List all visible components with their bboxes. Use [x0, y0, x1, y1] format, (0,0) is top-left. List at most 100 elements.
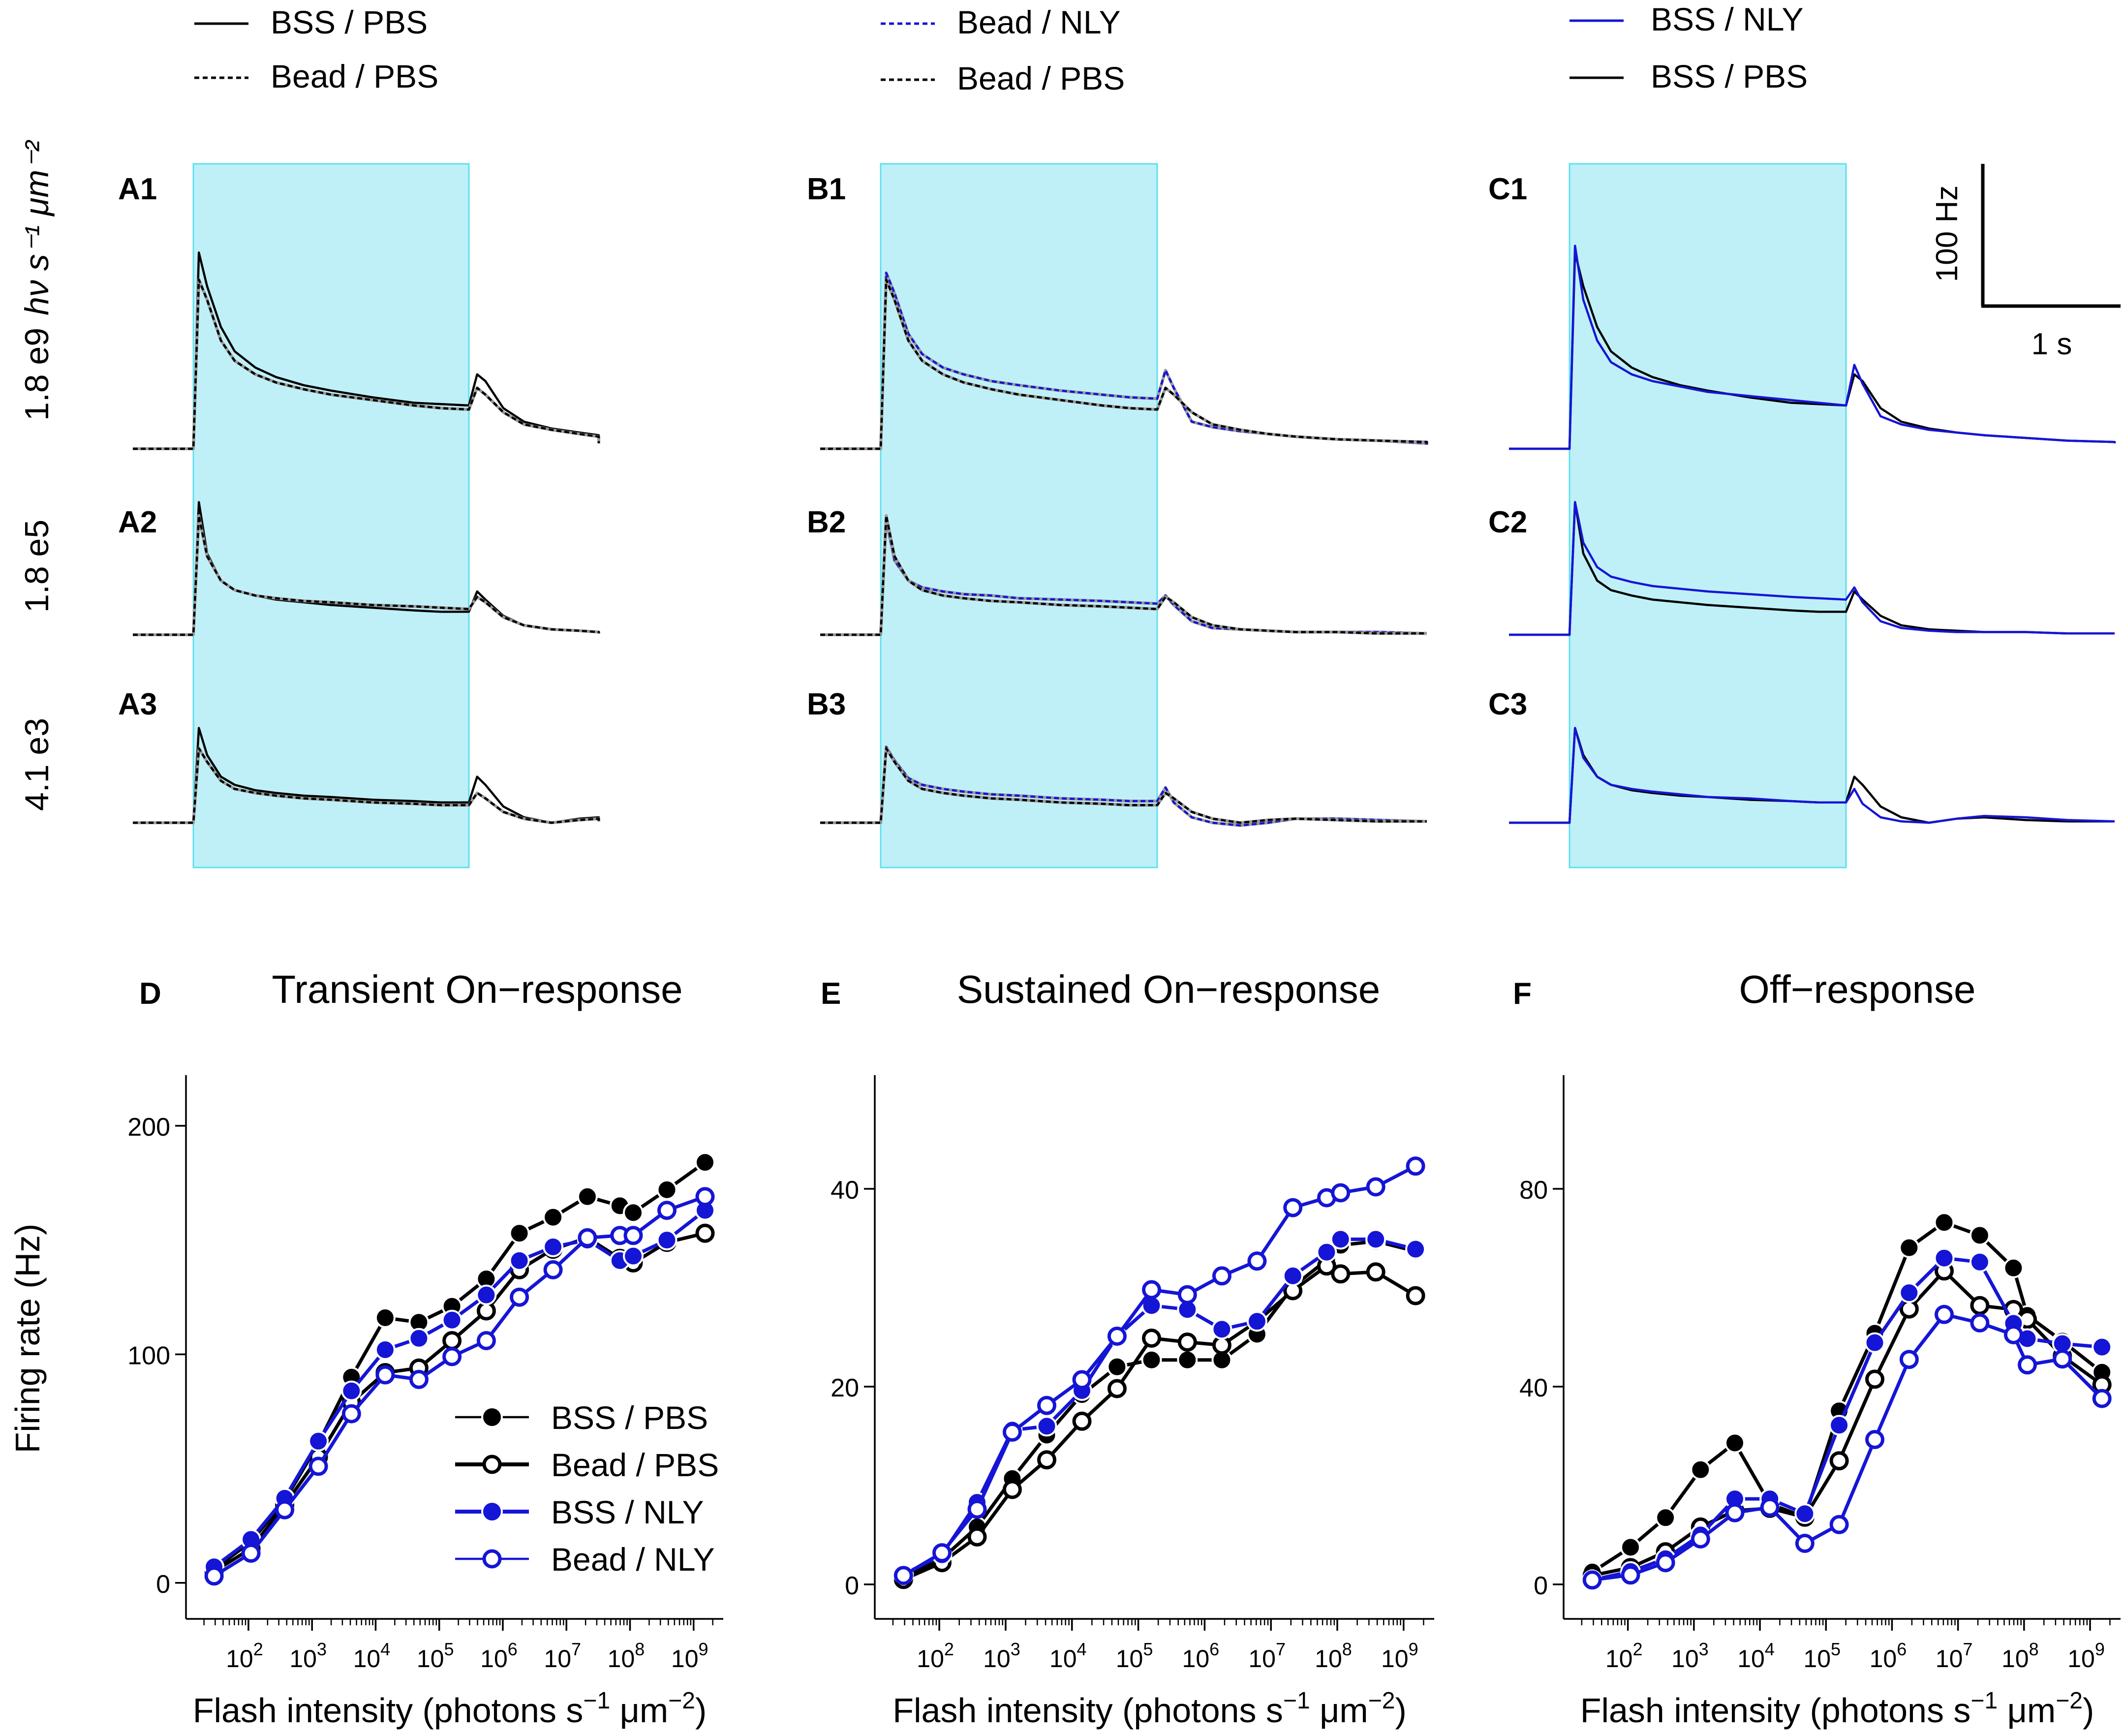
chart-E-xtick-exp-5: 5 [1143, 1639, 1153, 1659]
chart-E-series-3-point-3 [1002, 1422, 1022, 1442]
chart-F-series-0-line [1591, 1220, 2103, 1574]
panel-label-A2: A2 [118, 505, 157, 539]
chart-D-series-3-point-3 [308, 1457, 328, 1476]
chart-E-series-3-point-15 [1406, 1156, 1425, 1176]
chart-E-series-1-point-2 [967, 1527, 987, 1547]
chart-F-title: Off−response [1739, 967, 1975, 1011]
chart-D-series-3-point-0 [204, 1566, 224, 1586]
chart-E-series-3-point-10 [1247, 1251, 1267, 1271]
chart-E-xlabel-part-3: −2 [1368, 1688, 1395, 1714]
trace-A1-Bead_PBS [133, 279, 600, 450]
stimulus-window-B [880, 163, 1158, 868]
chart-D: Transient On−response 0 100 200 102 103 104 105… [8, 967, 723, 1730]
chart-F-series-3-point-14 [2053, 1349, 2072, 1369]
trace-A3-Bead_PBS [133, 747, 600, 824]
panel-label-A3: A3 [118, 687, 157, 721]
chart-E-ytick-label-40: 40 [831, 1176, 859, 1205]
chart-E-xlabel-part-4: ) [1395, 1691, 1406, 1730]
legend-A-label-1: BSS / PBS [271, 4, 428, 40]
chart-E-series-3-point-6 [1107, 1327, 1127, 1346]
chart-E-series-1-point-7 [1142, 1329, 1161, 1348]
chart-D-xtick-label-4: 104 [353, 1639, 391, 1673]
chart-F-series-3-point-0 [1582, 1570, 1602, 1590]
chart-F-series-3-point-9 [1899, 1350, 1919, 1369]
chart-E-series-0-point-7 [1141, 1349, 1162, 1370]
chart-D-series-3-point-13 [623, 1226, 643, 1245]
chart-F: Off−response 0 40 80 102 103 104 105 106 107 108 10… [1519, 967, 2121, 1730]
legend-C-label-1: BSS / NLY [1651, 1, 1804, 37]
trace-C1-BSS_NLY [1509, 245, 2116, 450]
chart-F-xtick-exp-8: 8 [2029, 1639, 2039, 1659]
chart-E-series-3-point-9 [1212, 1266, 1231, 1286]
chart-E-series-2-point-14 [1365, 1229, 1386, 1250]
chart-F-series-3-point-4 [1725, 1503, 1745, 1522]
chart-F-series-3-point-6 [1795, 1534, 1815, 1553]
chart-E-series-2-point-13 [1330, 1229, 1351, 1250]
panel-label-A1: A1 [118, 172, 157, 206]
chart-F-series-2-point-6 [1794, 1503, 1816, 1524]
chart-F-xlabel-part-1: −1 [1970, 1688, 1998, 1714]
chart-F-series-0-point-1 [1620, 1537, 1641, 1558]
chart-E-xtick-label-5: 105 [1116, 1639, 1153, 1673]
legend-A-label-2: Bead / PBS [271, 58, 438, 94]
chart-E-series-3-point-5 [1072, 1370, 1092, 1390]
chart-F-series-3-point-3 [1691, 1529, 1710, 1549]
chart-E-series-2-point-9 [1211, 1319, 1232, 1340]
chart-D-ytick-label-0: 0 [156, 1570, 170, 1599]
chart-E-xtick-label-9: 109 [1381, 1639, 1418, 1673]
chart-D-xtick-exp-8: 8 [635, 1639, 645, 1659]
chart-E-series-3-point-13 [1331, 1183, 1351, 1203]
chart-F-xtick-exp-5: 5 [1831, 1639, 1841, 1659]
chart-E-series-1-point-13 [1331, 1264, 1351, 1284]
chart-D-series-3-point-5 [375, 1365, 395, 1385]
row-label-1-unit: hν s⁻¹ μm⁻² [18, 140, 56, 315]
chart-F-series-0-point-2 [1655, 1507, 1676, 1528]
chart-D-series-2-point-4 [341, 1380, 362, 1401]
chart-E-xtick-exp-7: 7 [1276, 1639, 1286, 1659]
chart-D-title: Transient On−response [272, 967, 682, 1011]
chart-D-xlabel-part-4: ) [695, 1691, 707, 1730]
chart-F-xtick-label-9: 109 [2067, 1639, 2105, 1673]
chart-D-xtick-label-2: 102 [226, 1639, 263, 1673]
chart-D-series-0-point-11 [577, 1186, 598, 1207]
chart-D-series-3-point-15 [695, 1187, 715, 1207]
chart-D-legend-marker-0 [481, 1406, 503, 1428]
chart-E-series-0-point-6 [1107, 1356, 1128, 1377]
chart-F-series-2-point-11 [1969, 1251, 1990, 1272]
chart-E-xtick-label-3: 103 [983, 1639, 1020, 1673]
chart-E-series-3-point-4 [1037, 1395, 1056, 1415]
trace-B3-Bead_PBS [820, 747, 1427, 824]
chart-E-xlabel: Flash intensity (photons s−1 μm−2) [893, 1688, 1407, 1730]
chart-D-xtick-exp-6: 6 [508, 1639, 518, 1659]
chart-D-xtick-label-3: 103 [289, 1639, 327, 1673]
chart-E-xtick-label-2: 102 [917, 1639, 954, 1673]
chart-F-xtick-label-4: 104 [1737, 1639, 1775, 1673]
panel-label-C3: C3 [1488, 687, 1527, 721]
chart-F-series-2-point-7 [1829, 1415, 1850, 1436]
row-label-2-text: 1.8 e5 [18, 520, 56, 613]
chart-E-xtick-exp-9: 9 [1409, 1639, 1418, 1659]
chart-E-series-1-point-4 [1037, 1450, 1056, 1470]
chart-F-xtick-exp-9: 9 [2095, 1639, 2105, 1659]
chart-F-series-3-point-10 [1935, 1304, 1954, 1324]
chart-F-xtick-label-7: 107 [1936, 1639, 1973, 1673]
chart-D-xlabel-part-2: μm [610, 1691, 668, 1730]
chart-E-xtick-label-8: 108 [1315, 1639, 1352, 1673]
chart-D-legend-label-0: BSS / PBS [551, 1399, 708, 1436]
chart-E-series-3-point-8 [1177, 1285, 1197, 1304]
chart-E-series-2-point-12 [1316, 1241, 1337, 1263]
row-label-3: 4.1 e3 [18, 718, 56, 811]
chart-D-xlabel-part-3: −2 [668, 1688, 695, 1714]
chart-E-series-3-point-2 [967, 1499, 987, 1519]
chart-E-series-1-point-6 [1107, 1379, 1127, 1398]
chart-D-legend-marker-2 [481, 1501, 503, 1522]
chart-D-xlabel-part-1: −1 [583, 1688, 610, 1714]
chart-D-series-3-point-14 [657, 1201, 677, 1220]
chart-D-xtick-exp-4: 4 [380, 1639, 390, 1659]
chart-E-series-3-point-0 [893, 1566, 913, 1585]
chart-F-xtick-exp-6: 6 [1897, 1639, 1907, 1659]
chart-D-legend-label-3: Bead / NLY [551, 1541, 715, 1578]
chart-F-series-0-point-12 [2003, 1257, 2024, 1278]
chart-F-xlabel-part-4: ) [2083, 1691, 2094, 1730]
legend-C-label-2: BSS / PBS [1651, 58, 1808, 94]
